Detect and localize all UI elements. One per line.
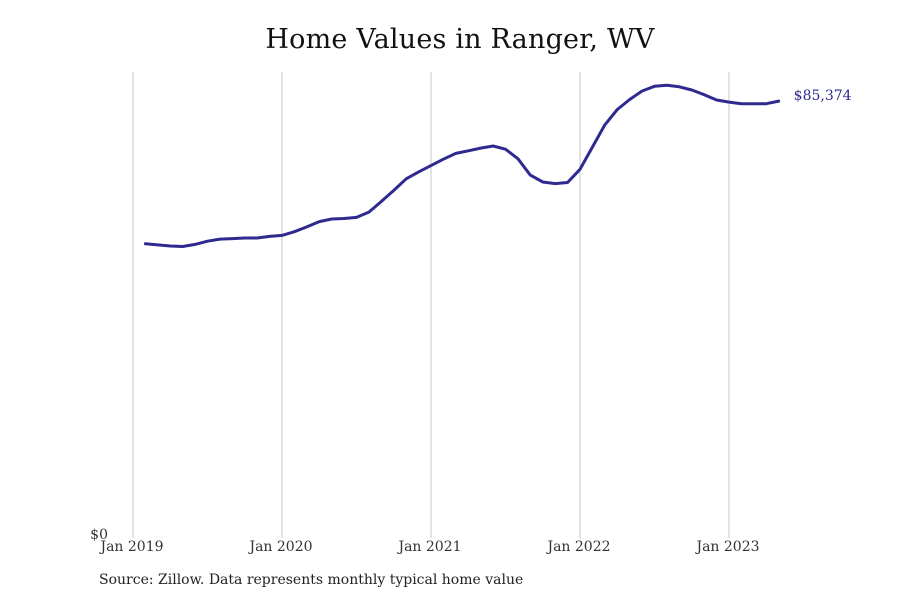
y-tick-label: $0 [90,527,108,543]
series-line [143,83,781,248]
x-tick-label: Jan 2020 [247,539,312,555]
end-value-label: $85,374 [794,88,852,104]
x-tick-label: Jan 2019 [98,539,163,555]
source-note: Source: Zillow. Data represents monthly … [99,572,524,588]
x-tick-label: Jan 2021 [396,539,461,555]
gridlines [132,72,730,538]
x-tick-label: Jan 2022 [545,539,610,555]
series-line-group [143,83,781,248]
chart-title: Home Values in Ranger, WV [265,24,655,55]
x-tick-label: Jan 2023 [694,539,759,555]
tick-labels: Jan 2019 Jan 2020 Jan 2021 Jan 2022 Jan 2023… [90,88,851,555]
